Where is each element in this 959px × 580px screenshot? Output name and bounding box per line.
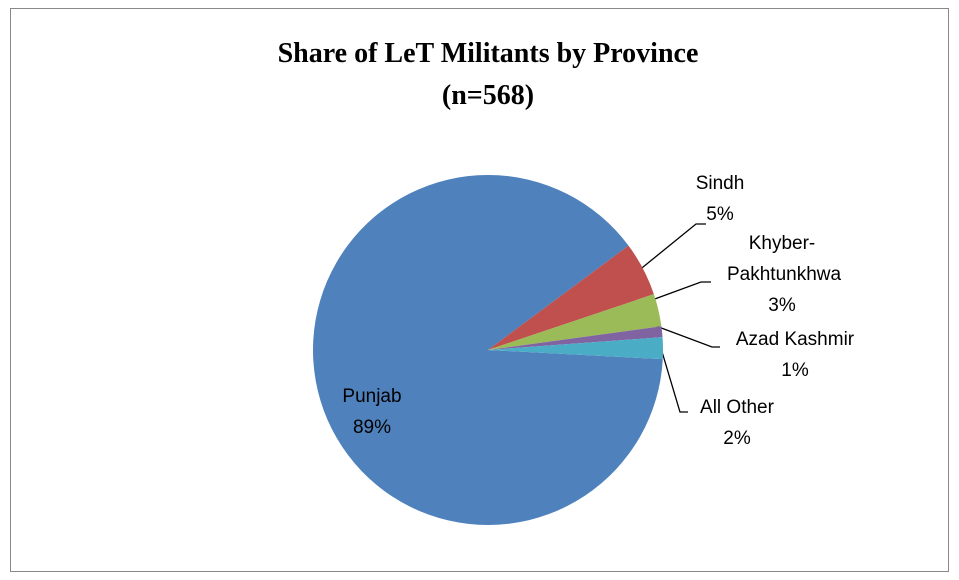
pie-slice: [488, 294, 662, 350]
slice-name: Sindh: [695, 173, 745, 194]
pie-slice: [313, 175, 663, 526]
slice-name: Azad Kashmir: [735, 329, 855, 350]
data-label: Azad Kashmir 1%: [720, 324, 870, 386]
data-label: All Other 2%: [677, 392, 797, 454]
leader-line: [659, 344, 688, 413]
leader-line: [651, 281, 711, 301]
slice-name: All Other: [700, 397, 774, 418]
slice-name: Punjab: [342, 386, 402, 407]
slice-value: 3%: [768, 295, 796, 316]
chart-title: Share of LeT Militants by Province: [278, 38, 699, 69]
data-label: Sindh 5%: [675, 168, 765, 230]
slice-value: 89%: [352, 417, 392, 438]
pie-slice: [488, 326, 663, 350]
pie-slice: [488, 245, 654, 350]
leader-line: [655, 325, 720, 348]
data-label: Punjab 89%: [312, 381, 432, 443]
leader-line: [631, 223, 706, 277]
slice-name: Khyber-Pakhtunkhwa: [727, 233, 842, 285]
pie-slice: [488, 337, 663, 360]
chart-subtitle: (n=568): [442, 80, 534, 111]
leader-lines: [631, 223, 720, 413]
slice-value: 1%: [781, 360, 809, 381]
slice-value: 5%: [706, 204, 734, 225]
data-label: Khyber-Pakhtunkhwa 3%: [727, 228, 842, 321]
slice-value: 2%: [723, 428, 751, 449]
